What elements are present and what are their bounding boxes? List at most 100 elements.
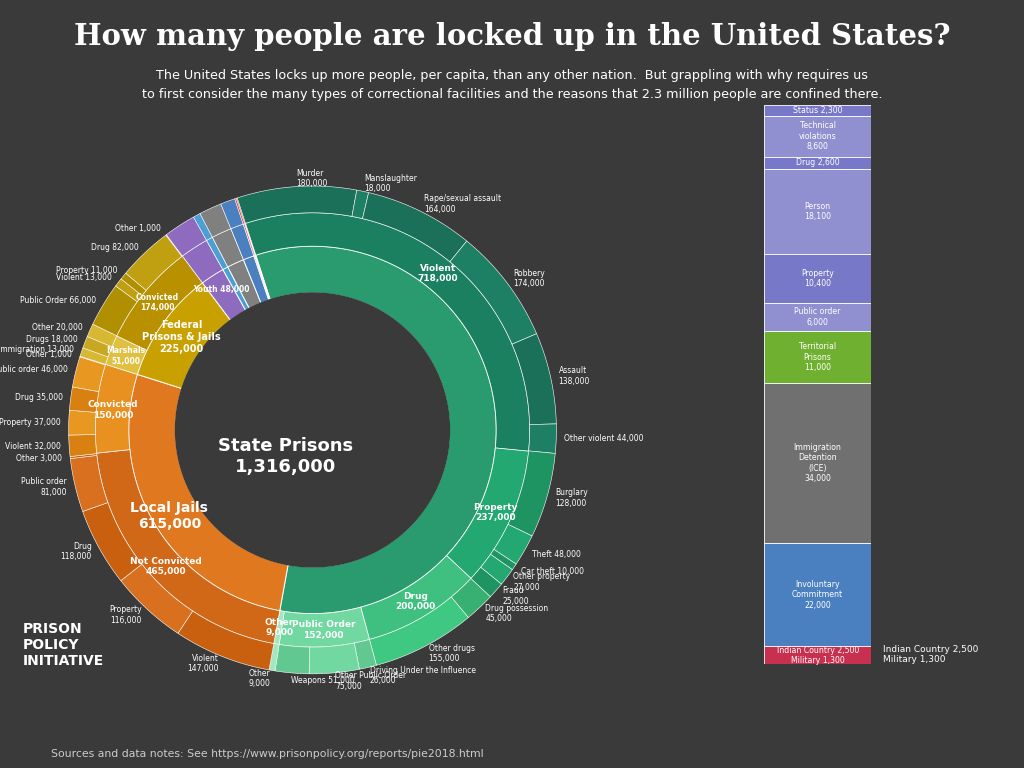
Polygon shape [275, 644, 309, 674]
Text: Other Public Order
75,000: Other Public Order 75,000 [335, 671, 407, 690]
Text: Marshals
51,000: Marshals 51,000 [106, 346, 145, 366]
Text: Car theft 10,000: Car theft 10,000 [521, 567, 584, 576]
Polygon shape [166, 235, 182, 257]
Bar [764, 157, 871, 169]
Text: Other
9,000: Other 9,000 [249, 669, 270, 688]
Text: Other 3,000: Other 3,000 [16, 454, 62, 463]
Polygon shape [234, 198, 245, 224]
Polygon shape [256, 247, 497, 614]
Polygon shape [280, 607, 370, 647]
Polygon shape [178, 611, 273, 670]
Polygon shape [494, 525, 532, 564]
Polygon shape [223, 267, 249, 310]
Text: Immigration
Detention
(ICE)
34,000: Immigration Detention (ICE) 34,000 [794, 443, 842, 483]
Polygon shape [362, 193, 467, 262]
Text: Violent 32,000: Violent 32,000 [5, 442, 61, 451]
Polygon shape [126, 235, 182, 290]
Polygon shape [212, 229, 244, 267]
Polygon shape [227, 260, 261, 309]
Text: Assault
138,000: Assault 138,000 [558, 366, 590, 386]
Bar [764, 383, 871, 543]
Text: Drug
200,000: Drug 200,000 [395, 592, 436, 611]
Text: Other property
27,000: Other property 27,000 [513, 572, 570, 591]
Text: Other
9,000: Other 9,000 [264, 618, 294, 637]
Text: Violent 13,000: Violent 13,000 [56, 273, 112, 282]
Polygon shape [73, 357, 105, 392]
Polygon shape [352, 190, 369, 219]
Text: Rape/sexual assault
164,000: Rape/sexual assault 164,000 [424, 194, 501, 214]
Text: Property
237,000: Property 237,000 [473, 503, 517, 522]
Text: PRISON
POLICY
INITIATIVE: PRISON POLICY INITIATIVE [23, 622, 103, 668]
Polygon shape [480, 554, 512, 584]
Text: Property
10,400: Property 10,400 [801, 269, 835, 288]
Polygon shape [230, 224, 254, 260]
Polygon shape [87, 324, 117, 347]
Text: Other 20,000: Other 20,000 [32, 323, 83, 332]
Text: Indian Country 2,500
Military 1,300: Indian Country 2,500 Military 1,300 [883, 644, 978, 664]
Text: Immigration 13,000: Immigration 13,000 [0, 345, 74, 354]
Polygon shape [244, 223, 255, 256]
Text: Driving Under the Influence
26,000: Driving Under the Influence 26,000 [370, 666, 476, 685]
Polygon shape [83, 336, 112, 357]
Text: Drug 82,000: Drug 82,000 [91, 243, 139, 252]
Text: Not Convicted
465,000: Not Convicted 465,000 [130, 557, 202, 576]
Text: Other 1,000: Other 1,000 [27, 349, 73, 359]
Polygon shape [121, 273, 146, 296]
Polygon shape [194, 214, 212, 240]
Bar [764, 543, 871, 647]
Text: Public order 46,000: Public order 46,000 [0, 366, 68, 374]
Polygon shape [167, 217, 207, 256]
Polygon shape [471, 568, 502, 597]
Text: The United States locks up more people, per capita, than any other nation.  But : The United States locks up more people, … [141, 69, 883, 101]
Polygon shape [245, 223, 256, 256]
Polygon shape [69, 410, 96, 435]
Polygon shape [269, 644, 280, 671]
Text: Manslaughter
18,000: Manslaughter 18,000 [365, 174, 417, 193]
Polygon shape [69, 435, 96, 456]
Polygon shape [129, 374, 288, 611]
Text: Violent
718,000: Violent 718,000 [418, 264, 459, 283]
Text: Convicted
150,000: Convicted 150,000 [88, 400, 138, 419]
Text: How many people are locked up in the United States?: How many people are locked up in the Uni… [74, 22, 950, 51]
Text: Federal
Prisons & Jails
225,000: Federal Prisons & Jails 225,000 [142, 320, 221, 353]
Polygon shape [200, 204, 230, 237]
Polygon shape [254, 256, 269, 300]
Text: Public Order
152,000: Public Order 152,000 [292, 621, 355, 640]
Text: Drugs 18,000: Drugs 18,000 [26, 335, 78, 344]
Text: Property 11,000: Property 11,000 [55, 266, 117, 276]
Polygon shape [95, 364, 137, 453]
Bar [764, 169, 871, 254]
Text: Status 2,300: Status 2,300 [793, 106, 843, 115]
Polygon shape [273, 611, 285, 644]
Polygon shape [244, 256, 269, 303]
Bar [764, 331, 871, 383]
Polygon shape [71, 455, 108, 511]
Polygon shape [96, 449, 280, 644]
Polygon shape [93, 286, 137, 336]
Polygon shape [80, 348, 108, 364]
Polygon shape [203, 270, 246, 320]
Bar [764, 254, 871, 303]
Polygon shape [70, 454, 97, 458]
Polygon shape [137, 283, 230, 389]
Polygon shape [83, 502, 141, 581]
Text: Drug
118,000: Drug 118,000 [60, 541, 92, 561]
Text: Drug possession
45,000: Drug possession 45,000 [485, 604, 548, 623]
Bar [764, 116, 871, 157]
Polygon shape [237, 198, 246, 223]
Text: Public order
6,000: Public order 6,000 [795, 307, 841, 326]
Polygon shape [80, 356, 105, 365]
Polygon shape [246, 213, 529, 452]
Text: Involuntary
Commitment
22,000: Involuntary Commitment 22,000 [793, 580, 843, 610]
Polygon shape [121, 564, 193, 634]
Polygon shape [182, 240, 223, 283]
Polygon shape [490, 549, 516, 570]
Text: Territorial
Prisons
11,000: Territorial Prisons 11,000 [799, 342, 837, 372]
Polygon shape [446, 448, 528, 578]
Text: Technical
violations
8,600: Technical violations 8,600 [799, 121, 837, 151]
Polygon shape [309, 643, 359, 674]
Polygon shape [255, 255, 270, 300]
Polygon shape [528, 424, 556, 453]
Bar [764, 105, 871, 116]
Polygon shape [508, 451, 555, 536]
